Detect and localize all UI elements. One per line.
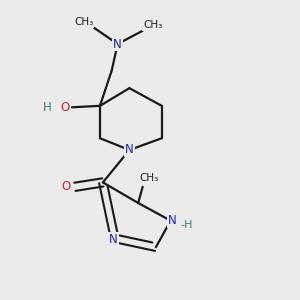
Text: CH₃: CH₃ (139, 173, 158, 183)
Text: O: O (60, 101, 69, 114)
Text: O: O (61, 180, 71, 193)
Text: -H: -H (181, 220, 193, 230)
Text: N: N (125, 143, 134, 157)
Text: H: H (43, 101, 52, 114)
Text: N: N (113, 38, 122, 50)
Text: CH₃: CH₃ (74, 17, 93, 27)
Text: N: N (109, 233, 118, 246)
Text: CH₃: CH₃ (143, 20, 163, 30)
Text: N: N (168, 214, 176, 227)
